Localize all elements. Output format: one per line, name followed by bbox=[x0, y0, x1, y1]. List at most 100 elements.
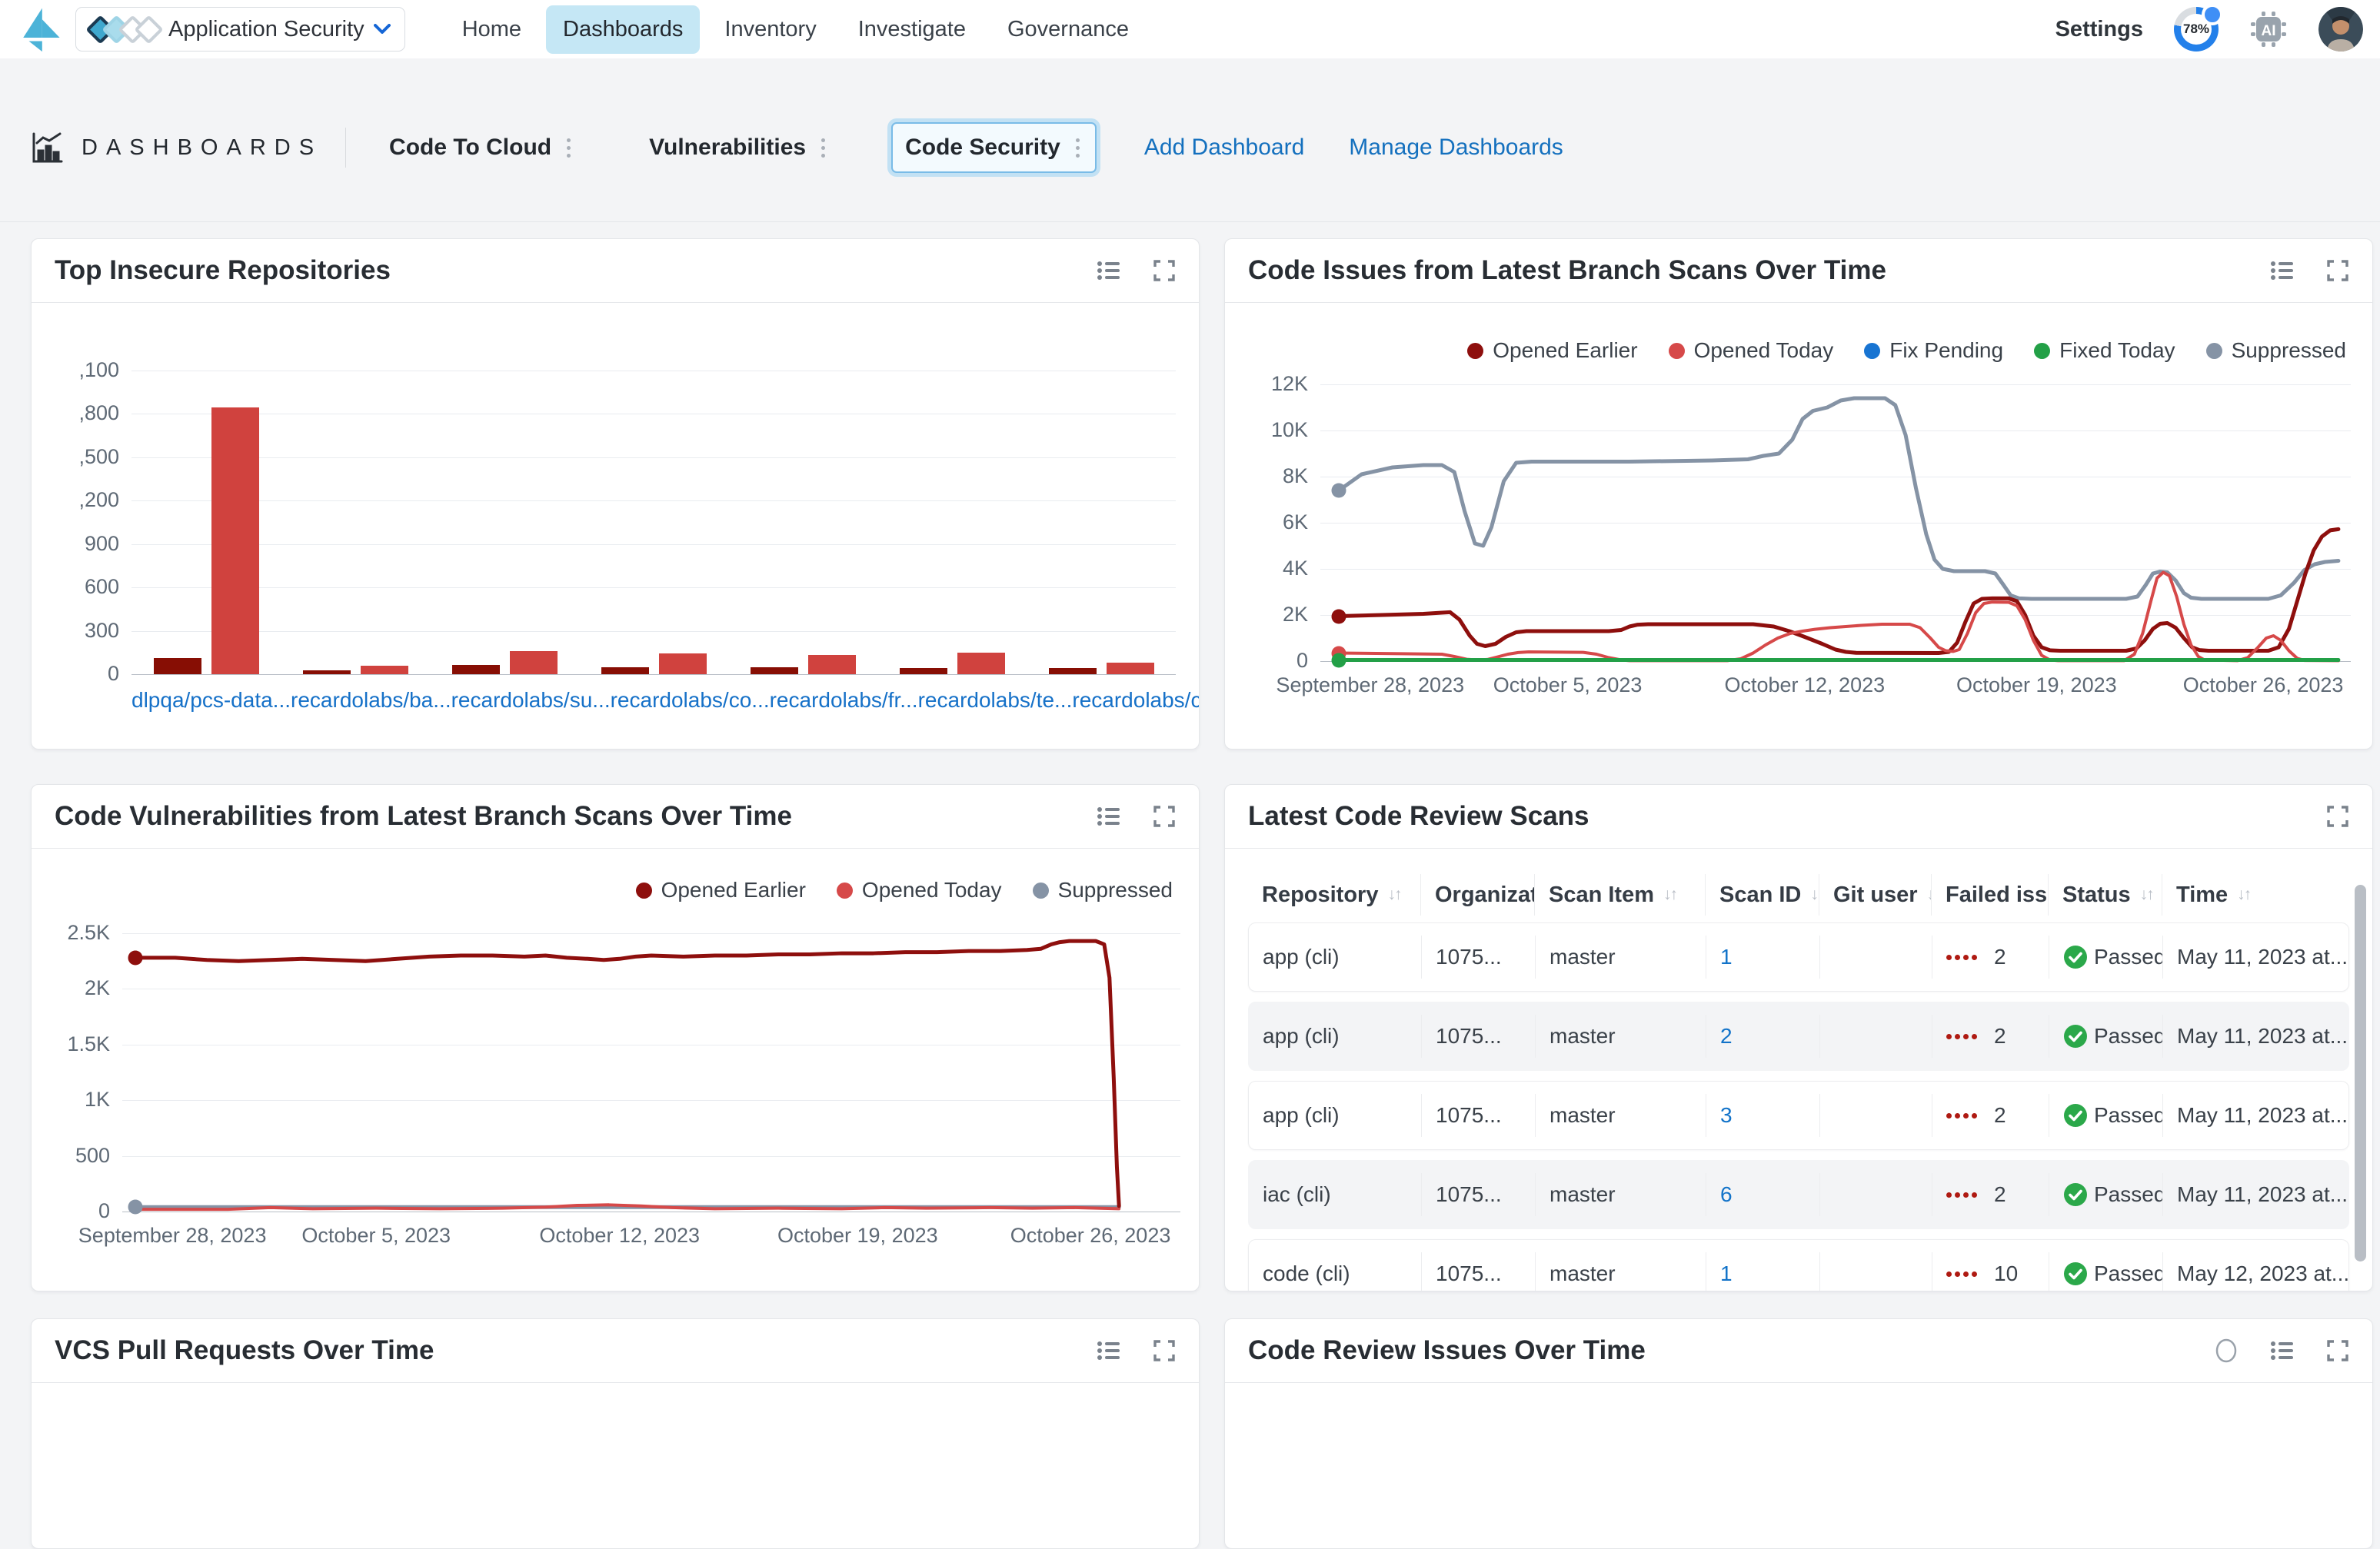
table-row[interactable]: iac (cli)1075...master62PassedMay 11, 20… bbox=[1248, 1160, 2349, 1229]
table-scrollbar[interactable] bbox=[2355, 885, 2366, 1261]
expand-icon[interactable] bbox=[1153, 805, 1176, 828]
legend-label: Opened Today bbox=[1694, 338, 1834, 363]
bar-critical[interactable] bbox=[900, 668, 947, 674]
bar-chart-plot[interactable]: ,100,800,500,2009006003000 bbox=[131, 371, 1176, 674]
security-score-ring[interactable]: 78% bbox=[2174, 7, 2219, 52]
settings-link[interactable]: Settings bbox=[2055, 17, 2143, 42]
legend-item-opened-today[interactable]: Opened Today bbox=[1669, 338, 1834, 363]
sort-icon[interactable]: ↓↑ bbox=[2140, 886, 2153, 904]
time-cell: May 11, 2023 at... bbox=[2163, 1173, 2348, 1216]
repository-link[interactable]: recardolabs/te... bbox=[918, 688, 1073, 713]
repository-link[interactable]: dlpqa/pcs-data... bbox=[131, 688, 291, 713]
bar-group bbox=[1027, 663, 1176, 674]
legend-item-suppressed[interactable]: Suppressed bbox=[1033, 878, 1173, 902]
column-header-time[interactable]: Time↓↑ bbox=[2162, 874, 2349, 916]
legend-list-icon[interactable] bbox=[2271, 1341, 2294, 1361]
dashboard-tab-code-to-cloud[interactable]: Code To Cloud bbox=[377, 124, 586, 171]
legend-item-fix-pending[interactable]: Fix Pending bbox=[1864, 338, 2003, 363]
bar-critical[interactable] bbox=[1049, 668, 1097, 674]
column-header-git-user[interactable]: Git user↓ bbox=[1819, 874, 1932, 916]
line-chart-plot[interactable]: 02K4K6K8K10K12K bbox=[1320, 384, 2351, 661]
table-row[interactable]: app (cli)1075...master32PassedMay 11, 20… bbox=[1248, 1081, 2349, 1150]
legend-list-icon[interactable] bbox=[1097, 1341, 1120, 1361]
nav-item-governance[interactable]: Governance bbox=[990, 5, 1146, 54]
dashboard-tab-vulnerabilities[interactable]: Vulnerabilities bbox=[637, 124, 840, 171]
ai-chip-icon[interactable]: AI bbox=[2249, 10, 2288, 48]
table-row[interactable]: app (cli)1075...master22PassedMay 11, 20… bbox=[1248, 1002, 2349, 1071]
bar-high[interactable] bbox=[659, 653, 707, 674]
bar-high[interactable] bbox=[957, 653, 1005, 674]
panel-title: Code Issues from Latest Branch Scans Ove… bbox=[1248, 255, 1886, 286]
column-header-failed-issu[interactable]: Failed issu bbox=[1932, 874, 2049, 916]
expand-icon[interactable] bbox=[2326, 259, 2349, 282]
repository-link[interactable]: recardolabs/fr... bbox=[770, 688, 918, 713]
nav-item-investigate[interactable]: Investigate bbox=[841, 5, 983, 54]
bar-critical[interactable] bbox=[601, 667, 649, 674]
nav-item-home[interactable]: Home bbox=[445, 5, 538, 54]
scan-id-link[interactable]: 6 bbox=[1720, 1182, 1733, 1207]
legend-item-suppressed[interactable]: Suppressed bbox=[2206, 338, 2346, 363]
nav-item-inventory[interactable]: Inventory bbox=[707, 5, 833, 54]
bar-critical[interactable] bbox=[452, 665, 500, 674]
manage-dashboards-link[interactable]: Manage Dashboards bbox=[1349, 135, 1563, 161]
legend-item-opened-earlier[interactable]: Opened Earlier bbox=[636, 878, 806, 902]
repository-link[interactable]: recardolabs/su... bbox=[451, 688, 611, 713]
add-dashboard-link[interactable]: Add Dashboard bbox=[1144, 135, 1304, 161]
y-axis-tick: 500 bbox=[31, 1144, 110, 1168]
kebab-menu-icon[interactable] bbox=[818, 135, 828, 161]
scan-id-link[interactable]: 1 bbox=[1720, 945, 1733, 969]
user-avatar[interactable] bbox=[2318, 7, 2363, 52]
column-header-scan-id[interactable]: Scan ID↓↑ bbox=[1706, 874, 1819, 916]
dashboard-tab-code-security[interactable]: Code Security bbox=[891, 122, 1097, 173]
column-header-repository[interactable]: Repository↓↑ bbox=[1248, 874, 1421, 916]
legend-list-icon[interactable] bbox=[2271, 261, 2294, 281]
column-header-organizat[interactable]: Organizat bbox=[1421, 874, 1535, 916]
repository-link[interactable]: recardolabs/co... bbox=[611, 688, 770, 713]
scan-id-link[interactable]: 1 bbox=[1720, 1261, 1733, 1286]
line-chart-plot[interactable]: 05001K1.5K2K2.5K bbox=[122, 933, 1180, 1212]
repository-link[interactable]: recardolabs/ci... bbox=[1072, 688, 1200, 713]
sort-icon[interactable]: ↓↑ bbox=[2237, 886, 2250, 904]
bar-critical[interactable] bbox=[154, 658, 201, 674]
legend-list-icon[interactable] bbox=[1097, 806, 1120, 826]
kebab-menu-icon[interactable] bbox=[564, 135, 574, 161]
panel-title: Code Review Issues Over Time bbox=[1248, 1335, 1646, 1366]
expand-icon[interactable] bbox=[2326, 805, 2349, 828]
line-opened-earlier[interactable] bbox=[135, 941, 1120, 1206]
bar-high[interactable] bbox=[211, 407, 259, 674]
expand-icon[interactable] bbox=[1153, 259, 1176, 282]
bar-high[interactable] bbox=[361, 666, 408, 674]
scan-id-link[interactable]: 3 bbox=[1720, 1103, 1733, 1128]
bar-high[interactable] bbox=[510, 651, 558, 674]
bar-critical[interactable] bbox=[303, 670, 351, 674]
sort-icon[interactable]: ↓↑ bbox=[1810, 886, 1819, 904]
scan-id-link[interactable]: 2 bbox=[1720, 1024, 1733, 1049]
bar-high[interactable] bbox=[808, 655, 856, 674]
expand-icon[interactable] bbox=[2326, 1339, 2349, 1362]
severity-dots-icon bbox=[1946, 1192, 1977, 1198]
legend-item-fixed-today[interactable]: Fixed Today bbox=[2034, 338, 2175, 363]
module-selector[interactable]: Application Security bbox=[75, 7, 405, 52]
security-score-value: 78% bbox=[2183, 22, 2209, 37]
column-header-status[interactable]: Status↓↑ bbox=[2049, 874, 2162, 916]
legend-dot bbox=[636, 883, 652, 899]
legend-list-icon[interactable] bbox=[1097, 261, 1120, 281]
nav-item-dashboards[interactable]: Dashboards bbox=[546, 5, 700, 54]
line-opened-today[interactable] bbox=[1339, 573, 2338, 661]
legend-item-opened-earlier[interactable]: Opened Earlier bbox=[1467, 338, 1637, 363]
bar-critical[interactable] bbox=[751, 667, 798, 674]
column-header-scan-item[interactable]: Scan Item↓↑ bbox=[1535, 874, 1706, 916]
table-row[interactable]: app (cli)1075...master12PassedMay 11, 20… bbox=[1248, 922, 2349, 992]
expand-icon[interactable] bbox=[1153, 1339, 1176, 1362]
line-suppressed[interactable] bbox=[1339, 398, 2338, 599]
legend-item-opened-today[interactable]: Opened Today bbox=[837, 878, 1002, 902]
repository-link[interactable]: recardolabs/ba... bbox=[291, 688, 451, 713]
sort-icon[interactable]: ↓↑ bbox=[1387, 886, 1400, 904]
table-row[interactable]: code (cli)1075...master110PassedMay 12, … bbox=[1248, 1239, 2349, 1291]
bar-high[interactable] bbox=[1107, 663, 1154, 674]
y-axis-tick: 2.5K bbox=[31, 921, 110, 945]
sort-icon[interactable]: ↓↑ bbox=[1663, 886, 1676, 904]
legend-dot bbox=[1467, 343, 1483, 359]
prisma-logo[interactable] bbox=[17, 5, 65, 53]
kebab-menu-icon[interactable] bbox=[1073, 135, 1083, 161]
